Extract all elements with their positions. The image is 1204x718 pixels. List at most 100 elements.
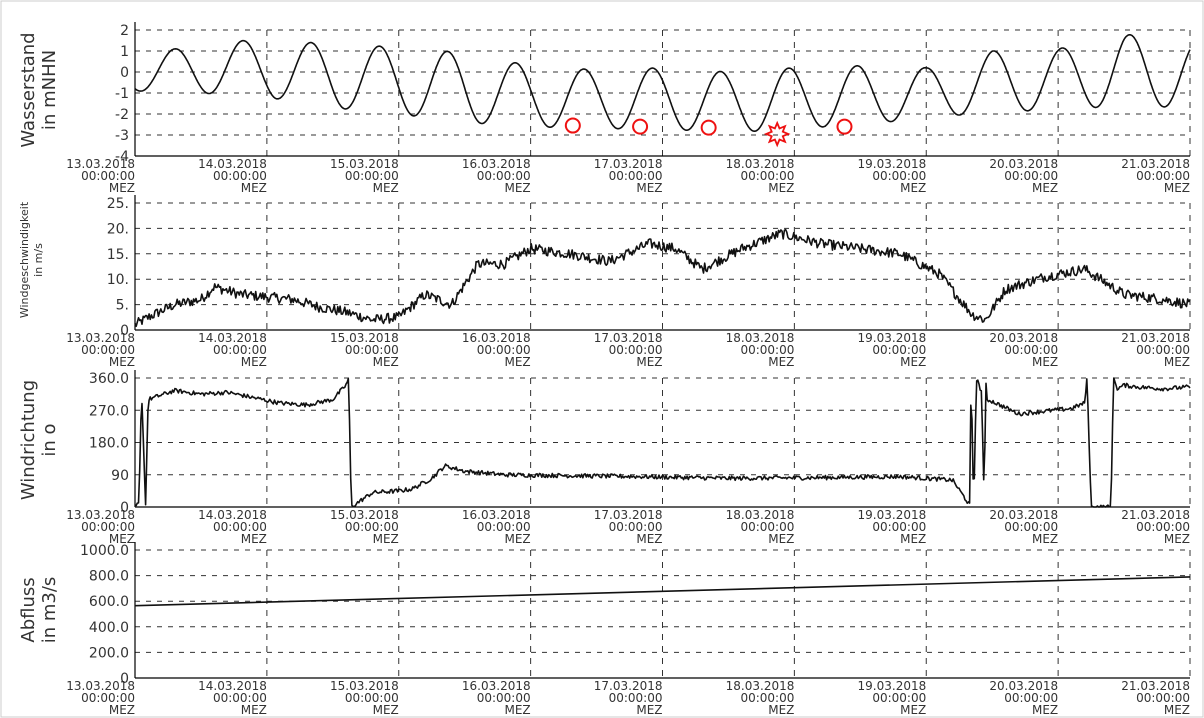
- x-tick-label-line: MEZ: [1164, 181, 1190, 195]
- y-tick-label: 25.: [107, 196, 129, 212]
- x-tick-label-line: MEZ: [1032, 355, 1058, 369]
- x-tick-label-line: 19.03.2018: [858, 331, 927, 345]
- x-tick-label-line: MEZ: [504, 532, 530, 546]
- x-tick-label-line: 00:00:00: [740, 169, 794, 183]
- x-tick-label-line: 20.03.2018: [989, 679, 1058, 693]
- x-tick-label-line: 00:00:00: [1004, 691, 1058, 705]
- x-tick-label-line: 00:00:00: [740, 520, 794, 534]
- y-axis-label: Wasserstandin mNHN: [18, 32, 60, 147]
- x-tick-label-line: 00:00:00: [477, 343, 531, 357]
- low-water-marker: [632, 118, 649, 135]
- x-tick-label-line: MEZ: [768, 181, 794, 195]
- x-tick-label-line: 00:00:00: [1136, 169, 1190, 183]
- x-tick-label-line: MEZ: [636, 703, 662, 717]
- x-tick-label-line: 19.03.2018: [858, 508, 927, 522]
- x-tick-label-line: 00:00:00: [345, 169, 399, 183]
- low-water-marker: [700, 119, 717, 136]
- y-tick-label: 5.: [116, 298, 129, 314]
- x-tick-label-line: MEZ: [900, 355, 926, 369]
- x-tick-label-line: 16.03.2018: [462, 331, 531, 345]
- series-line-windgeschwindigkeit: [134, 228, 1191, 327]
- x-tick-label-line: 00:00:00: [740, 691, 794, 705]
- x-tick-label-line: 17.03.2018: [594, 157, 663, 171]
- x-tick-label-line: 16.03.2018: [462, 157, 531, 171]
- x-tick-label-line: MEZ: [1164, 532, 1190, 546]
- x-tick-label-line: MEZ: [1032, 532, 1058, 546]
- x-tick-label-line: MEZ: [241, 181, 267, 195]
- x-tick-label-line: 21.03.2018: [1121, 157, 1190, 171]
- y-tick-label: 600.0: [89, 594, 129, 610]
- x-tick-label-line: MEZ: [373, 532, 399, 546]
- x-tick-label-line: 14.03.2018: [198, 331, 267, 345]
- y-axis-label: Windgeschwindigkeitin m/s: [18, 201, 45, 318]
- x-tick-label-line: 00:00:00: [872, 520, 926, 534]
- x-tick-label-line: 00:00:00: [872, 691, 926, 705]
- x-tick-label-line: MEZ: [900, 703, 926, 717]
- x-tick-label-line: MEZ: [1164, 703, 1190, 717]
- x-tick-label-line: 21.03.2018: [1121, 331, 1190, 345]
- y-tick-label: 90: [111, 468, 129, 484]
- y-tick-label: 2: [120, 23, 129, 39]
- y-axis-label-line: in m3/s: [39, 577, 60, 644]
- x-tick-label-line: MEZ: [373, 703, 399, 717]
- x-tick-label-line: MEZ: [241, 703, 267, 717]
- x-tick-label-line: 15.03.2018: [330, 157, 399, 171]
- x-tick-label-line: 21.03.2018: [1121, 508, 1190, 522]
- y-tick-label: 0: [120, 500, 129, 516]
- x-tick-label-line: MEZ: [109, 181, 135, 195]
- x-tick-label-line: 15.03.2018: [330, 331, 399, 345]
- y-tick-label: 1: [120, 44, 129, 60]
- x-tick-label-line: 15.03.2018: [330, 679, 399, 693]
- x-tick-label-line: MEZ: [373, 181, 399, 195]
- y-tick-label: 200.0: [89, 645, 129, 661]
- x-tick-label-line: 14.03.2018: [198, 679, 267, 693]
- x-tick-label-line: MEZ: [636, 532, 662, 546]
- x-tick-label-line: 00:00:00: [1136, 343, 1190, 357]
- x-tick-label-line: 00:00:00: [609, 343, 663, 357]
- x-tick-label-line: MEZ: [1164, 355, 1190, 369]
- panel-windgeschwindigkeit: 0 5. 10. 15. 20. 25. Windgeschwindigkeitin m/s…: [18, 195, 1191, 369]
- x-tick-label-line: 13.03.2018: [66, 508, 135, 522]
- x-tick-label-line: 18.03.2018: [726, 331, 795, 345]
- x-tick-label-line: 17.03.2018: [594, 331, 663, 345]
- x-tick-label-line: 00:00:00: [609, 691, 663, 705]
- x-tick-label-line: 13.03.2018: [66, 331, 135, 345]
- low-water-marker: [564, 117, 581, 134]
- x-tick-label-line: MEZ: [504, 355, 530, 369]
- y-axis-label-line: Wasserstand: [18, 32, 39, 147]
- x-tick-label-line: 00:00:00: [609, 520, 663, 534]
- x-tick-label-line: MEZ: [1032, 703, 1058, 717]
- x-tick-label-line: 00:00:00: [1004, 343, 1058, 357]
- x-tick-label-line: 00:00:00: [81, 520, 135, 534]
- y-axis-label-line: Windgeschwindigkeit: [18, 201, 31, 318]
- y-axis-label-line: Windrichtung: [18, 380, 39, 500]
- y-tick-label: 0: [120, 671, 129, 687]
- x-tick-label-line: MEZ: [900, 181, 926, 195]
- series-line-wasserstand: [134, 34, 1191, 132]
- low-water-marker: [836, 118, 853, 135]
- x-tick-label-line: 00:00:00: [81, 169, 135, 183]
